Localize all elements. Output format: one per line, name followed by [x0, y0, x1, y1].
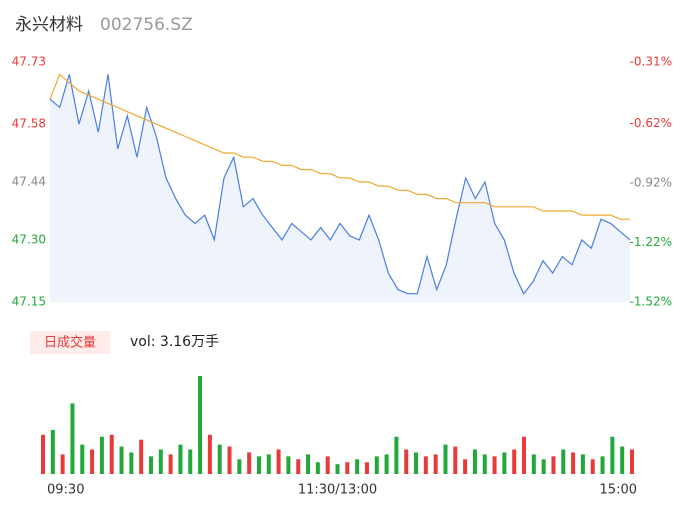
average-line — [49, 73, 630, 220]
volume-bar — [306, 454, 311, 474]
volume-bar — [109, 434, 114, 474]
volume-bar — [561, 449, 566, 474]
volume-bar — [296, 459, 301, 474]
volume-bar — [610, 436, 615, 474]
volume-title: 日成交量 — [44, 335, 96, 351]
volume-bar — [237, 459, 242, 474]
volume-bar — [512, 449, 517, 474]
volume-bar — [90, 449, 95, 474]
volume-bar — [541, 459, 546, 474]
x-tick-label: 09:30 — [47, 483, 84, 498]
y-tick-label: 47.15 — [12, 295, 46, 309]
volume-bar — [394, 436, 399, 474]
x-tick-label: 15:00 — [600, 483, 637, 498]
y2-tick-label: -1.22% — [630, 235, 672, 249]
volume-bar — [551, 456, 556, 474]
volume-bar — [119, 446, 124, 474]
volume-bar — [276, 449, 281, 474]
volume-bar — [50, 429, 55, 474]
x-tick-label: 11:30/13:00 — [298, 483, 377, 498]
volume-bar — [148, 456, 153, 474]
volume-bar — [502, 452, 507, 474]
volume-bar — [99, 436, 104, 474]
volume-bar — [217, 444, 222, 474]
volume-bar — [188, 449, 193, 474]
volume-bar — [256, 456, 261, 474]
volume-bar — [443, 444, 448, 474]
volume-bar — [414, 452, 419, 474]
price-area — [50, 74, 630, 303]
volume-bar — [80, 444, 85, 474]
volume-bar — [531, 454, 536, 474]
volume-bar — [384, 454, 389, 474]
volume-bar — [404, 449, 409, 474]
y-tick-label: 47.30 — [12, 232, 46, 246]
volume-bar — [178, 444, 183, 474]
volume-bar — [630, 449, 634, 474]
stock-name: 永兴材料 — [15, 15, 83, 35]
volume-bar — [580, 454, 585, 474]
volume-bar — [364, 462, 369, 474]
volume-bar — [129, 452, 134, 474]
volume-bar — [423, 456, 428, 474]
volume-bar — [168, 454, 173, 474]
volume-bar — [247, 452, 252, 474]
volume-bar — [433, 454, 438, 474]
volume-bar — [227, 446, 232, 474]
volume-bar — [335, 464, 340, 474]
volume-bar — [590, 459, 595, 474]
volume-badge — [30, 331, 110, 354]
volume-bar — [453, 446, 458, 474]
stock-code: 002756.SZ — [100, 15, 193, 35]
volume-bar — [158, 449, 163, 474]
volume-bar — [286, 456, 291, 474]
volume-bar — [325, 456, 330, 474]
volume-bar — [571, 452, 576, 474]
volume-bar — [207, 434, 212, 474]
volume-bar — [70, 403, 75, 474]
volume-bar — [463, 459, 468, 474]
volume-bar — [522, 436, 527, 474]
volume-total: vol: 3.16万手 — [130, 334, 219, 350]
y2-tick-label: -0.92% — [630, 175, 672, 189]
y-tick-label: 47.44 — [12, 175, 46, 189]
volume-bar — [60, 454, 65, 474]
price-line — [49, 74, 631, 295]
volume-bar — [198, 376, 203, 474]
volume-bar — [374, 456, 379, 474]
volume-bar — [41, 434, 45, 474]
y2-tick-label: -0.62% — [630, 116, 672, 130]
volume-bar — [139, 439, 144, 474]
volume-bar — [600, 456, 605, 474]
y2-tick-label: -1.52% — [630, 295, 672, 309]
volume-bar — [345, 462, 350, 474]
volume-bar — [355, 459, 360, 474]
volume-bar — [482, 454, 487, 474]
volume-bar — [315, 462, 320, 474]
y-tick-label: 47.58 — [12, 117, 46, 131]
volume-bar — [472, 449, 477, 474]
volume-bar — [620, 446, 625, 474]
y2-tick-label: -0.31% — [630, 55, 672, 69]
volume-bar — [266, 454, 271, 474]
y-tick-label: 47.73 — [12, 55, 46, 69]
volume-bar — [492, 456, 497, 474]
